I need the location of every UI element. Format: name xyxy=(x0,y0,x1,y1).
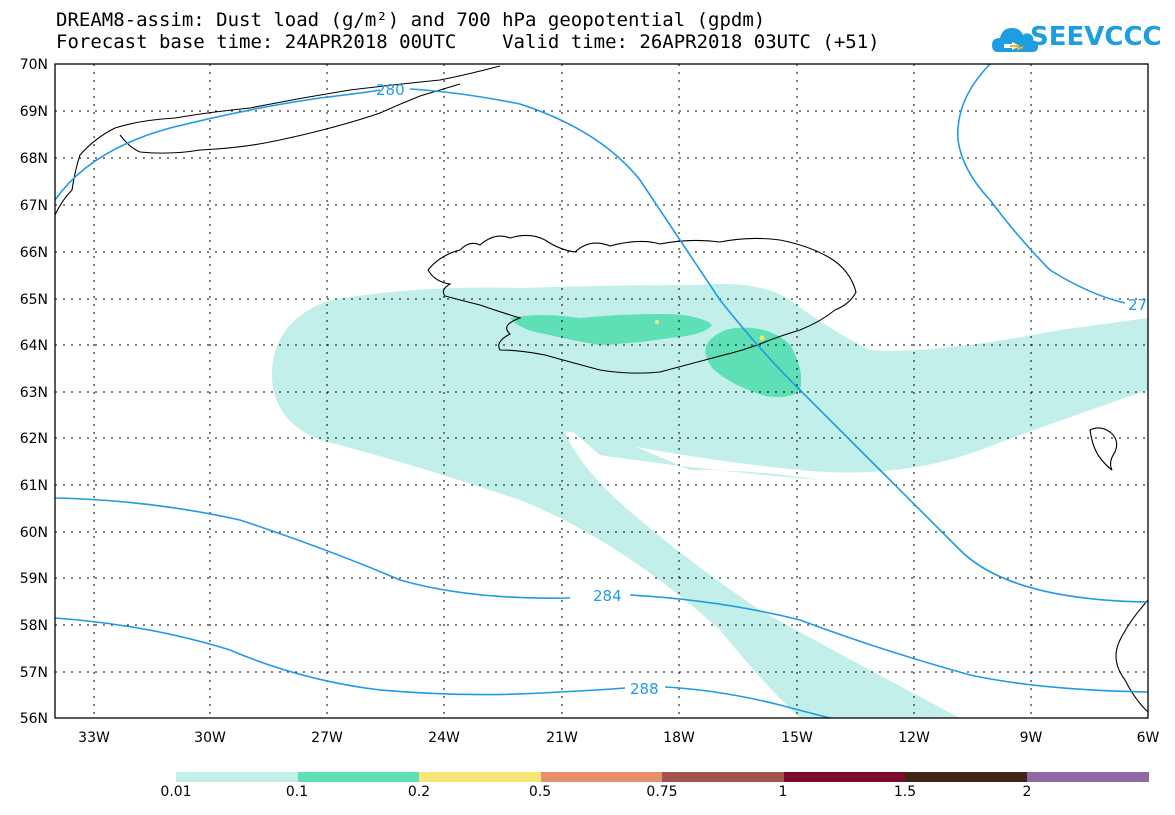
faroe-islands xyxy=(1089,427,1118,471)
lat-label: 59N xyxy=(20,571,48,587)
lat-label: 57N xyxy=(20,665,48,681)
map-frame xyxy=(54,63,1149,719)
dust-area-mid-1 xyxy=(510,314,712,345)
colorbar-label: 0.5 xyxy=(528,784,552,800)
dust-area-mid-2 xyxy=(705,327,802,398)
lat-label: 58N xyxy=(20,618,48,634)
lat-label: 66N xyxy=(20,245,48,261)
iceland-coast xyxy=(427,234,857,374)
dust-area-high xyxy=(759,335,765,341)
colorbar-label: 1 xyxy=(778,784,788,800)
chart-title: DREAM8-assim: Dust load (g/m²) and 700 h… xyxy=(56,9,766,31)
lat-label: 70N xyxy=(20,57,48,73)
lat-label: 68N xyxy=(20,151,48,167)
colorbar-label: 2 xyxy=(1022,784,1032,800)
colorbar-swatch xyxy=(419,772,541,782)
lon-label: 9W xyxy=(1020,730,1043,746)
lon-label: 27W xyxy=(311,730,343,746)
lon-label: 30W xyxy=(194,730,226,746)
lon-label: 15W xyxy=(781,730,813,746)
geopotential-contours xyxy=(54,63,1149,719)
coastlines xyxy=(54,65,1149,713)
colorbar-swatch xyxy=(905,772,1027,782)
dust-gap xyxy=(565,425,820,480)
colorbar-swatch xyxy=(540,772,663,782)
lon-label: 12W xyxy=(898,730,930,746)
lat-label: 64N xyxy=(20,338,48,354)
contour-label: 27 xyxy=(1128,296,1147,314)
contour-288 xyxy=(54,617,831,719)
contour-27 xyxy=(956,63,1126,304)
colorbar-swatch xyxy=(1026,772,1149,782)
lat-label: 60N xyxy=(20,525,48,541)
colorbar-label: 0.75 xyxy=(646,784,678,800)
colorbar-label: 0.2 xyxy=(407,784,431,800)
lat-label: 67N xyxy=(20,198,48,214)
contour-284 xyxy=(54,497,1149,693)
colorbar-swatch xyxy=(297,772,420,782)
colorbar-swatch xyxy=(662,772,784,782)
lat-label: 63N xyxy=(20,385,48,401)
dust-area-high xyxy=(655,320,659,324)
lat-label: 56N xyxy=(20,711,48,727)
colorbar-label: 0.01 xyxy=(160,784,192,800)
lon-label: 33W xyxy=(78,730,110,746)
colorbar-label: 0.1 xyxy=(285,784,309,800)
lon-label: 21W xyxy=(546,730,578,746)
lat-label: 62N xyxy=(20,431,48,447)
cloud-logo-icon xyxy=(992,28,1038,52)
lon-label: 6W xyxy=(1137,730,1160,746)
contour-280 xyxy=(54,88,1149,603)
colorbar-swatch xyxy=(176,772,298,782)
grid-lines xyxy=(55,64,1148,718)
contour-label: 284 xyxy=(593,587,622,605)
greenland-coast xyxy=(54,65,501,216)
lat-label: 65N xyxy=(20,292,48,308)
colorbar-label: 1.5 xyxy=(893,784,917,800)
lat-label: 69N xyxy=(20,104,48,120)
contour-label: 288 xyxy=(630,680,659,698)
lon-label: 24W xyxy=(428,730,460,746)
lon-label: 18W xyxy=(663,730,695,746)
colorbar-swatch xyxy=(783,772,906,782)
norway-coast xyxy=(1115,599,1149,713)
logo-text: SEEVCCC xyxy=(1030,22,1162,52)
lat-label: 61N xyxy=(20,478,48,494)
contour-label: 280 xyxy=(376,81,405,99)
chart-subtitle: Forecast base time: 24APR2018 00UTC Vali… xyxy=(56,31,880,53)
